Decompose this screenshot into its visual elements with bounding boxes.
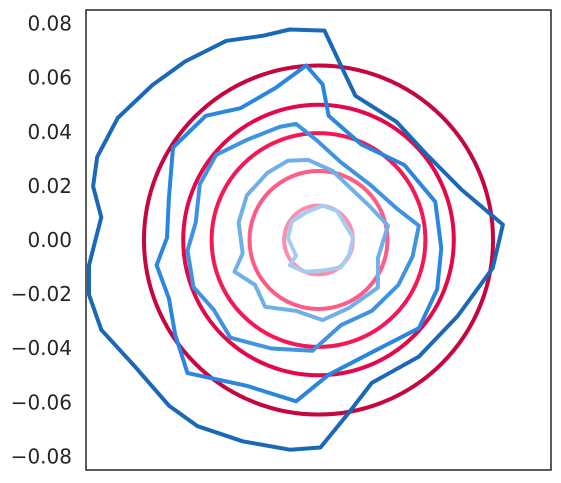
blue-contour-line <box>185 121 421 353</box>
y-tick-label: 0.06 <box>27 66 72 90</box>
y-tick-labels: 0.08 0.06 0.04 0.02 0.00 −0.02 −0.04 −0.06 −0.08 <box>11 12 72 469</box>
y-tick-label: 0.02 <box>27 174 72 198</box>
plot-frame <box>85 9 552 471</box>
blue-contour-line <box>285 203 356 274</box>
y-tick-label: −0.08 <box>11 444 72 468</box>
blue-contour-line <box>154 63 444 404</box>
y-tick-label: −0.06 <box>11 390 72 414</box>
red-contour-circle <box>247 169 390 311</box>
y-tick-label: −0.02 <box>11 282 72 306</box>
blue-contour-lines <box>87 27 505 452</box>
y-tick-label: 0.04 <box>27 120 72 144</box>
red-contour-circle <box>141 63 496 417</box>
blue-contour-line <box>232 157 390 323</box>
blue-contour-line <box>87 27 505 452</box>
y-tick-label: 0.00 <box>27 228 72 252</box>
y-tick-label: −0.04 <box>11 336 72 360</box>
red-contour-circle <box>181 102 456 378</box>
y-tick-label: 0.08 <box>27 12 72 36</box>
red-circle-contours <box>141 63 496 417</box>
